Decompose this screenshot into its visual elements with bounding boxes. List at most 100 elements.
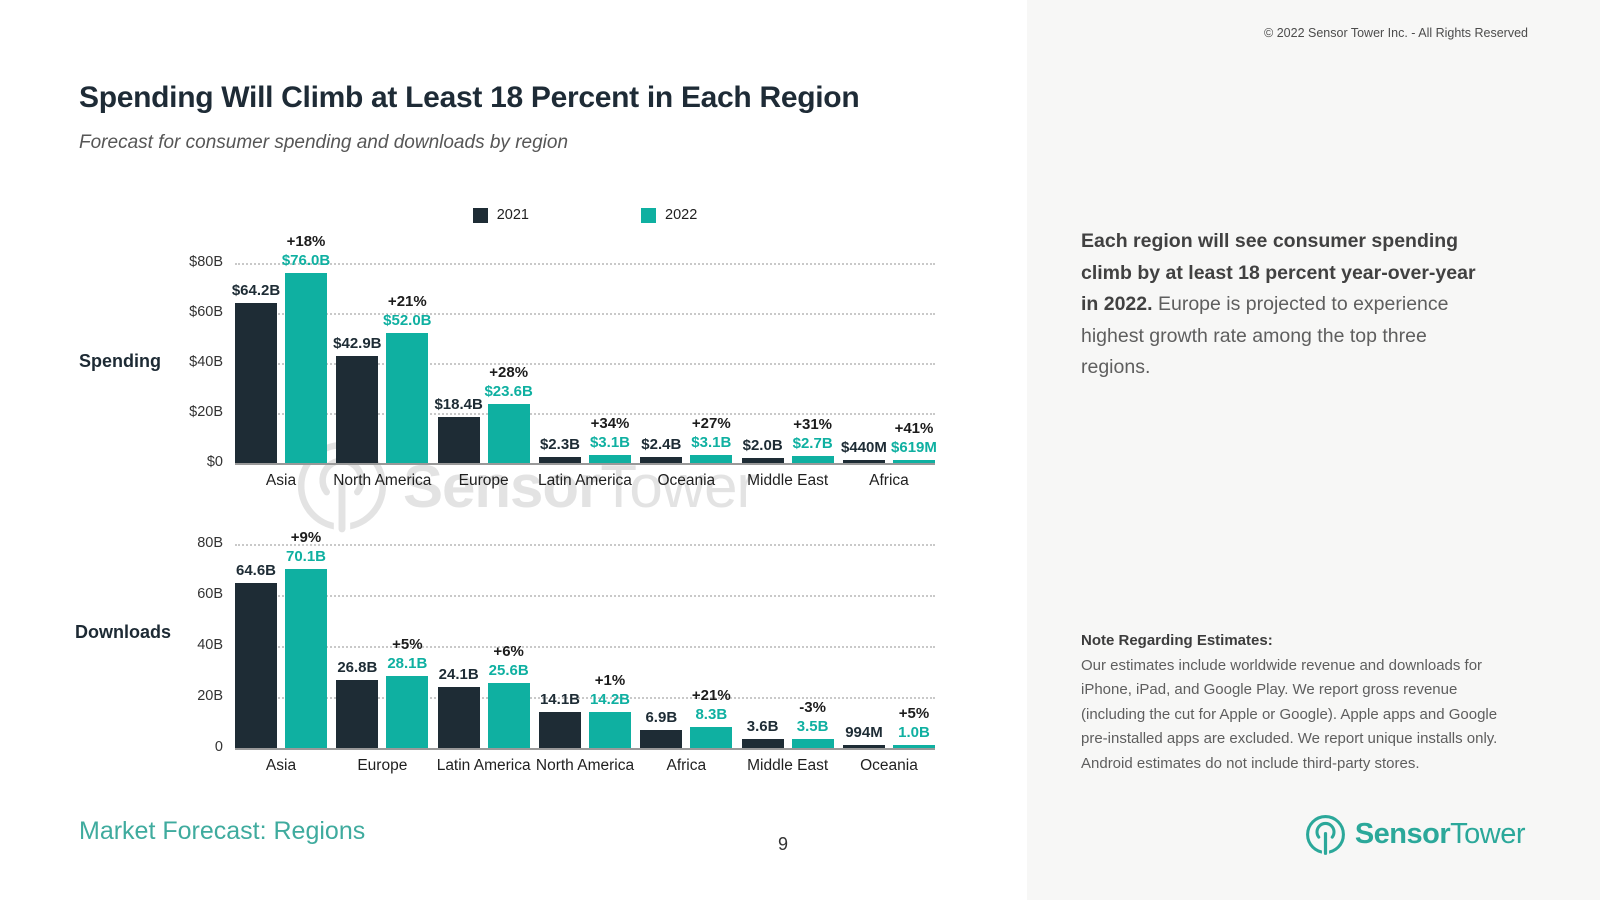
y-axis-tick: $80B: [189, 254, 223, 270]
bar-value-label: $64.2B: [231, 281, 281, 299]
bar-column-2022: 25.6B +6%: [487, 544, 530, 748]
growth-percent-label: +18%: [286, 233, 326, 250]
growth-percent-label: +6%: [493, 642, 524, 660]
bar-value-label: $2.0B: [742, 437, 783, 454]
bar-value-label: 3.6B: [746, 717, 779, 735]
bar-2021: [842, 460, 885, 463]
bar-group: 26.8B 28.1B +5% Europe: [336, 544, 429, 774]
y-axis-tick: 60B: [197, 586, 223, 602]
y-axis-tick: 80B: [197, 535, 223, 551]
x-axis-label: Latin America: [436, 757, 531, 774]
bar-value-label: $52.0B: [383, 312, 432, 329]
y-axis-tick: 0: [214, 739, 223, 755]
gridline: [235, 697, 935, 699]
bar-2022: [285, 569, 327, 748]
growth-percent-label: +9%: [290, 529, 322, 547]
bar-value-label: 24.1B: [438, 665, 479, 683]
bar-2021: [235, 583, 277, 748]
legend-item-2021: 2021: [472, 207, 529, 223]
bar-2022: [386, 333, 429, 463]
bar-column-2022: 1.0B +5%: [892, 544, 935, 748]
bar-2022: [690, 726, 733, 748]
x-axis-label: Oceania: [860, 757, 918, 774]
bar-2021: [336, 355, 379, 463]
x-axis-label: Middle East: [747, 472, 829, 489]
footer-section-label: Market Forecast: Regions: [79, 817, 366, 845]
bar-column-2022: $2.7B +31%: [791, 263, 834, 463]
bar-group: 3.6B 3.5B -3% Middle East: [741, 544, 834, 774]
x-axis-label: Middle East: [747, 757, 829, 774]
growth-percent-label: +21%: [387, 293, 427, 310]
bar-column-2022: 28.1B +5%: [386, 544, 429, 748]
growth-percent-label: +31%: [793, 416, 833, 434]
growth-percent-label: +5%: [898, 705, 930, 722]
bar-value-label: 3.5B: [796, 718, 829, 736]
bar-value-label: $440M: [841, 439, 887, 456]
sensor-tower-logo: SensorTower: [1304, 813, 1525, 856]
growth-percent-label: +1%: [594, 671, 626, 689]
x-axis-label: North America: [333, 472, 432, 489]
bar-group: $42.9B $52.0B +21% North America: [333, 263, 432, 489]
bar-column-2021: $42.9B: [333, 263, 382, 463]
highlight-paragraph: Each region will see consumer spending c…: [1081, 226, 1496, 384]
bar-value-label: 25.6B: [488, 661, 529, 679]
bar-2021: [741, 458, 784, 463]
x-axis-label: Africa: [869, 472, 909, 489]
x-axis-label: Europe: [458, 472, 509, 489]
bar-column-2022: $23.6B +28%: [484, 263, 533, 463]
bar-2022: [892, 745, 935, 748]
note-block: Note Regarding Estimates: Our estimates …: [1081, 629, 1519, 776]
bar-group: $2.0B $2.7B +31% Middle East: [741, 263, 834, 489]
bar-group: 14.1B 14.2B +1% North America: [536, 544, 634, 774]
downloads-row-label: Downloads: [75, 622, 172, 642]
page-title: Spending Will Climb at Least 18 Percent …: [79, 81, 860, 114]
page-number: 9: [777, 834, 788, 854]
bar-value-label: 28.1B: [387, 655, 428, 673]
bar-value-label: $619M: [891, 439, 937, 456]
bar-2021: [842, 745, 885, 748]
x-axis-label: Africa: [666, 757, 707, 774]
bar-2021: [437, 686, 480, 748]
x-axis-label: Oceania: [657, 472, 716, 489]
spending-row-label: Spending: [79, 351, 161, 371]
bar-column-2022: 14.2B +1%: [588, 544, 631, 748]
bar-2022: [487, 404, 530, 463]
y-axis-tick: 20B: [197, 688, 223, 704]
bar-2022: [588, 711, 631, 748]
bar-value-label: $2.4B: [641, 436, 682, 453]
bar-column-2021: $2.4B: [640, 263, 683, 463]
bar-2021: [640, 457, 683, 463]
bar-group: 24.1B 25.6B +6% Latin America: [437, 544, 531, 774]
bar-value-label: $76.0B: [281, 252, 331, 269]
bar-column-2021: $2.0B: [741, 263, 784, 463]
gridline: [235, 413, 935, 415]
bar-2021: [538, 457, 581, 463]
y-axis-tick: 40B: [197, 637, 223, 653]
bar-value-label: 26.8B: [337, 658, 378, 676]
y-axis-tick: $40B: [189, 354, 223, 370]
bar-value-label: $3.1B: [589, 434, 630, 452]
bar-column-2022: $3.1B +34%: [588, 263, 631, 463]
bar-group: $18.4B $23.6B +28% Europe: [434, 263, 533, 489]
downloads-chart: 0 20B 40B 60B 80B 64.6B 70.1B +9% Asia 26.8B 28.1B…: [197, 529, 935, 774]
downloads-plot-area: 0 20B 40B 60B 80B 64.6B 70.1B +9% Asia 26.8B 28.1B…: [197, 529, 935, 774]
growth-percent-label: +27%: [691, 415, 731, 433]
bar-value-label: 70.1B: [285, 548, 327, 566]
bar-2022: [386, 676, 429, 748]
bar-column-2021: 14.1B: [538, 544, 581, 748]
bar-column-2022: 70.1B +9%: [285, 529, 327, 748]
bar-value-label: 6.9B: [645, 709, 678, 727]
growth-percent-label: +28%: [489, 364, 529, 381]
x-axis-label: Asia: [265, 472, 297, 489]
copyright-text: © 2022 Sensor Tower Inc. - All Rights Re…: [1264, 26, 1528, 40]
y-axis-tick: $0: [206, 454, 223, 470]
bar-group: 6.9B 8.3B +21% Africa: [640, 544, 733, 774]
bar-value-label: $3.1B: [691, 434, 732, 452]
bar-value-label: 8.3B: [695, 705, 728, 723]
growth-percent-label: +5%: [392, 636, 423, 654]
x-axis-label: North America: [535, 757, 635, 774]
legend-swatch-2021: [472, 207, 488, 223]
bar-group: 64.6B 70.1B +9% Asia: [235, 529, 327, 774]
chart-legend: 2021 2022: [235, 207, 935, 223]
bar-value-label: $23.6B: [484, 383, 533, 400]
